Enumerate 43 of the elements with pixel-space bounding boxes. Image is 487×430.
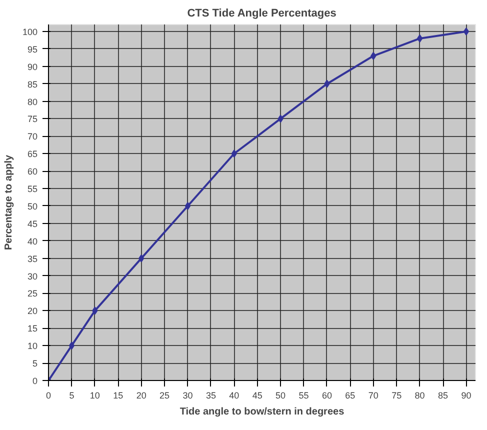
y-tick-label: 5: [32, 358, 38, 369]
y-tick-label: 25: [27, 288, 38, 299]
x-tick-label: 35: [206, 390, 216, 400]
x-tick-label: 0: [46, 390, 52, 400]
x-tick-label: 65: [345, 390, 356, 400]
x-tick-label: 45: [252, 390, 262, 400]
y-tick-label: 35: [27, 254, 38, 264]
y-tick-label: 45: [27, 218, 38, 229]
y-tick-label: 85: [27, 79, 38, 90]
x-tick-label: 55: [298, 390, 309, 400]
x-tick-label: 50: [276, 390, 286, 400]
x-axis-title: Tide angle to bow/stern in degrees: [180, 406, 345, 418]
x-tick-label: 25: [160, 390, 170, 400]
x-tick-label: 30: [182, 390, 193, 400]
x-tick-label: 70: [368, 390, 378, 400]
x-tick-label: 15: [113, 390, 124, 400]
y-tick-label: 60: [27, 166, 38, 177]
y-tick-label: 95: [27, 44, 38, 54]
x-tick-label: 90: [461, 390, 472, 400]
x-tick-label: 10: [90, 390, 100, 400]
x-tick-label: 80: [414, 390, 425, 400]
x-tick-label: 5: [69, 390, 74, 400]
y-tick-label: 15: [27, 324, 38, 334]
chart-title: CTS Tide Angle Percentages: [187, 8, 336, 20]
y-tick-label: 90: [27, 62, 38, 72]
y-tick-label: 65: [27, 149, 38, 160]
y-tick-label: 70: [27, 132, 38, 142]
y-tick-label: 10: [27, 341, 38, 352]
y-tick-label: 100: [22, 26, 38, 37]
y-tick-label: 20: [27, 306, 38, 316]
y-tick-label: 30: [27, 271, 38, 282]
y-tick-label: 75: [27, 114, 38, 124]
y-tick-label: 40: [27, 236, 38, 246]
y-tick-label: 50: [27, 201, 38, 212]
y-tick-label: 80: [27, 96, 38, 107]
x-tick-label: 40: [229, 390, 240, 400]
y-tick-label: 0: [32, 376, 38, 386]
x-tick-label: 20: [136, 390, 146, 400]
x-tick-label: 60: [322, 390, 332, 400]
x-tick-label: 85: [438, 390, 448, 400]
x-tick-label: 75: [392, 390, 402, 400]
y-axis-title: Percentage to apply: [3, 154, 14, 250]
y-tick-label: 55: [27, 184, 38, 194]
